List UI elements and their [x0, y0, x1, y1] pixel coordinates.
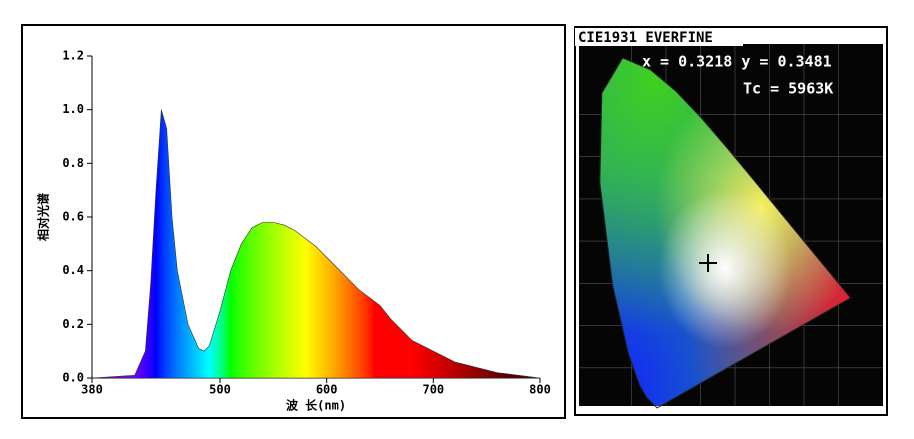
chromaticity-point: [699, 254, 718, 273]
cie-annotation: x = 0.3218 y = 0.3481: [642, 53, 832, 71]
cie-annotation: Tc = 5963K: [743, 80, 833, 98]
y-tick-label: 0.8: [62, 156, 84, 170]
x-tick-label: 500: [209, 383, 231, 397]
y-tick-label: 0.4: [62, 263, 84, 277]
y-tick-label: 1.2: [62, 49, 84, 63]
y-tick-label: 0.0: [62, 371, 84, 385]
y-tick-label: 0.2: [62, 317, 84, 331]
y-axis-label: 相对光谱: [36, 193, 51, 241]
spectral-locus: [599, 57, 852, 409]
y-tick-label: 1.0: [62, 102, 84, 116]
x-tick-label: 600: [316, 383, 338, 397]
spectrum-area: [91, 109, 541, 379]
x-axis-label: 波 长(nm): [286, 398, 346, 413]
cie-title: CIE1931 EVERFINE: [578, 30, 713, 46]
cie-title-box: [575, 28, 743, 46]
x-tick-label: 380: [81, 383, 103, 397]
y-tick-label: 0.6: [62, 210, 84, 224]
x-tick-label: 800: [529, 383, 551, 397]
x-tick-label: 700: [422, 383, 444, 397]
